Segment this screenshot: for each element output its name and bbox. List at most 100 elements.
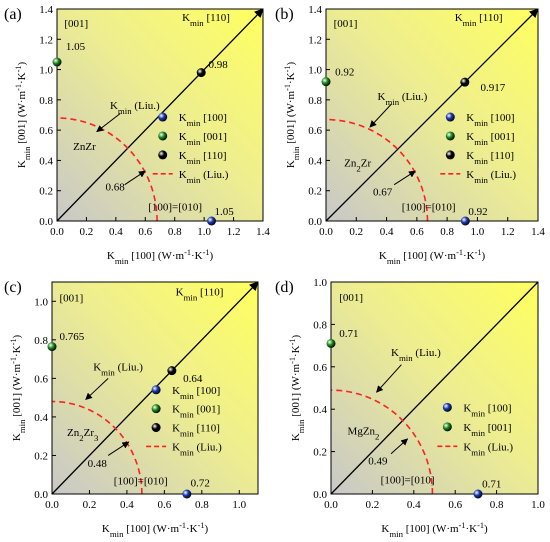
panel-label: (b) <box>275 6 294 23</box>
data-point-label: 0.917 <box>480 82 505 94</box>
data-point-label: 1.05 <box>214 206 234 218</box>
legend-entry: Kmin [100] <box>463 402 511 418</box>
y-axis-label: Kmin [001] (W·m-1·K-1) <box>9 335 28 442</box>
legend-swatch <box>442 422 452 432</box>
y-tick-label: 1.4 <box>39 4 53 16</box>
corner-110-label: Kmin [110] <box>455 12 503 28</box>
x-tick-label: 0.2 <box>349 226 363 238</box>
liu-radius-label: 0.68 <box>106 182 126 194</box>
liu-arc <box>56 117 158 222</box>
liu-arrow <box>96 113 121 133</box>
x-tick-label: 1.4 <box>256 226 270 238</box>
radius-arrow <box>393 170 416 186</box>
x-tick-label: 1.0 <box>197 226 211 238</box>
legend-swatch <box>158 112 168 122</box>
liu-arc <box>325 118 429 222</box>
liu-arrow-label: Kmin (Liu.) <box>93 362 143 378</box>
legend-swatch <box>158 150 168 160</box>
liu-arrow-label: Kmin (Liu.) <box>391 347 441 363</box>
panel-label: (c) <box>4 279 22 296</box>
legend-entry: Kmin [001] <box>463 422 511 438</box>
radius-arrow <box>124 170 146 186</box>
corner-001-label: [001] <box>59 292 83 304</box>
y-tick-label: 0.8 <box>308 95 322 107</box>
x-tick-label: 0.0 <box>319 226 333 238</box>
y-tick-label: 1.2 <box>39 34 53 46</box>
liu-arrow-label: Kmin (Liu.) <box>377 91 427 107</box>
x-tick-label: 1.0 <box>531 499 545 511</box>
x-tick-label: 0.2 <box>83 499 97 511</box>
y-tick-label: 0.6 <box>39 125 53 137</box>
legend-entry: Kmin (Liu.) <box>463 441 513 457</box>
y-tick-label: 0.6 <box>34 373 48 385</box>
legend-entry: Kmin (Liu.) <box>466 169 516 185</box>
plot-frame <box>330 281 539 495</box>
y-tick-label: 0.4 <box>308 155 322 167</box>
x-tick-label: 1.0 <box>232 499 246 511</box>
x-tick-label: 0.8 <box>490 499 504 511</box>
data-point-label: 0.92 <box>335 67 354 79</box>
liu-arc <box>330 389 434 494</box>
data-point-label: 0.72 <box>191 477 210 489</box>
x-axis-label: Kmin [100] (W·m-1·K-1) <box>379 248 486 267</box>
data-point <box>207 216 216 226</box>
equivalence-label: [100]=[010] <box>148 201 202 213</box>
data-point <box>182 489 192 499</box>
corner-001-label: [001] <box>339 292 363 304</box>
y-tick-label: 1.0 <box>313 277 327 289</box>
x-tick-label: 0.4 <box>407 499 421 511</box>
data-point-label: 0.92 <box>468 206 487 218</box>
x-tick-label: 0.8 <box>440 226 454 238</box>
x-tick-label: 0.6 <box>138 226 152 238</box>
y-tick-label: 0.8 <box>34 335 48 347</box>
data-point <box>460 216 470 226</box>
equivalence-label: [100]=[010] <box>114 475 168 487</box>
y-tick-label: 1.4 <box>308 4 322 16</box>
data-point-label: 0.64 <box>183 373 203 385</box>
data-point-label: 1.05 <box>66 41 86 53</box>
panel-label: (d) <box>275 279 294 296</box>
data-point <box>326 338 336 348</box>
x-tick-label: 0.6 <box>410 226 424 238</box>
data-point <box>167 366 177 376</box>
y-axis-label: Kmin [001] (W·m-1·K-1) <box>283 62 302 169</box>
equivalence-label: [100]=[010] <box>381 474 435 486</box>
radius-arrow <box>390 438 409 455</box>
y-axis-label: Kmin [001] (W·m-1·K-1) <box>288 335 307 442</box>
y-tick-label: 0.8 <box>313 319 327 331</box>
y-tick-label: 0.4 <box>39 155 53 167</box>
x-tick-label: 0.0 <box>50 226 64 238</box>
x-tick-label: 0.8 <box>195 499 209 511</box>
legend-swatch <box>442 402 452 412</box>
liu-radius-label: 0.67 <box>373 186 393 198</box>
plot-frame <box>325 8 539 222</box>
corner-001-label: [001] <box>64 18 88 30</box>
data-point-label: 0.71 <box>482 479 501 491</box>
panel-0: 0.0 0.2 0.4 0.6 0.8 1.0 1.2 1.4 0.0 0.2 0.4 0.6 0.8 1… <box>4 4 270 266</box>
plot-frame <box>56 8 264 222</box>
diagonal-line <box>330 281 539 495</box>
liu-arc <box>51 400 143 495</box>
y-tick-label: 0.0 <box>308 216 322 228</box>
panel-1: 0.0 0.2 0.4 0.6 0.8 1.0 1.2 1.4 0.0 0.2 0.4 0.6 0.8 1… <box>275 4 545 266</box>
y-tick-label: 0.6 <box>308 125 322 137</box>
x-tick-label: 0.2 <box>366 499 380 511</box>
y-tick-label: 0.4 <box>34 412 48 424</box>
corner-001-label: [001] <box>334 18 358 30</box>
y-tick-label: 0.6 <box>313 362 327 374</box>
legend-swatch <box>445 150 455 160</box>
y-tick-label: 0.2 <box>34 450 48 462</box>
data-point-label: 0.71 <box>339 328 358 340</box>
legend-entry: Kmin [100] <box>179 112 227 128</box>
equivalence-label: [100]=[010] <box>402 201 456 213</box>
panel-2: 0.0 0.2 0.4 0.6 0.8 1.0 0.0 0.2 0.4 0.6 0.8 1.0 Kmin… <box>4 279 259 539</box>
legend-swatch <box>445 112 455 122</box>
y-tick-label: 0.8 <box>39 95 53 107</box>
legend-swatch <box>158 131 168 141</box>
y-tick-label: 1.2 <box>308 34 322 46</box>
x-tick-label: 0.6 <box>448 499 462 511</box>
x-tick-label: 0.0 <box>324 499 338 511</box>
legend-entry: Kmin [110] <box>179 150 227 166</box>
x-tick-label: 1.0 <box>471 226 485 238</box>
